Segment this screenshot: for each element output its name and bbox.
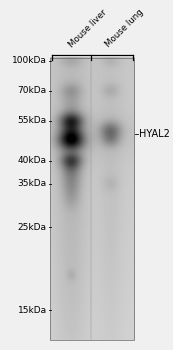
Text: Mouse liver: Mouse liver	[67, 8, 108, 49]
Text: 35kDa: 35kDa	[17, 180, 47, 188]
Text: 70kDa: 70kDa	[17, 86, 47, 95]
Text: 55kDa: 55kDa	[17, 116, 47, 125]
Text: 15kDa: 15kDa	[17, 306, 47, 315]
Text: Mouse lung: Mouse lung	[104, 8, 145, 49]
Text: HYAL2: HYAL2	[139, 129, 170, 139]
Text: 25kDa: 25kDa	[18, 223, 47, 232]
Text: 40kDa: 40kDa	[18, 156, 47, 165]
Text: 100kDa: 100kDa	[12, 56, 47, 65]
